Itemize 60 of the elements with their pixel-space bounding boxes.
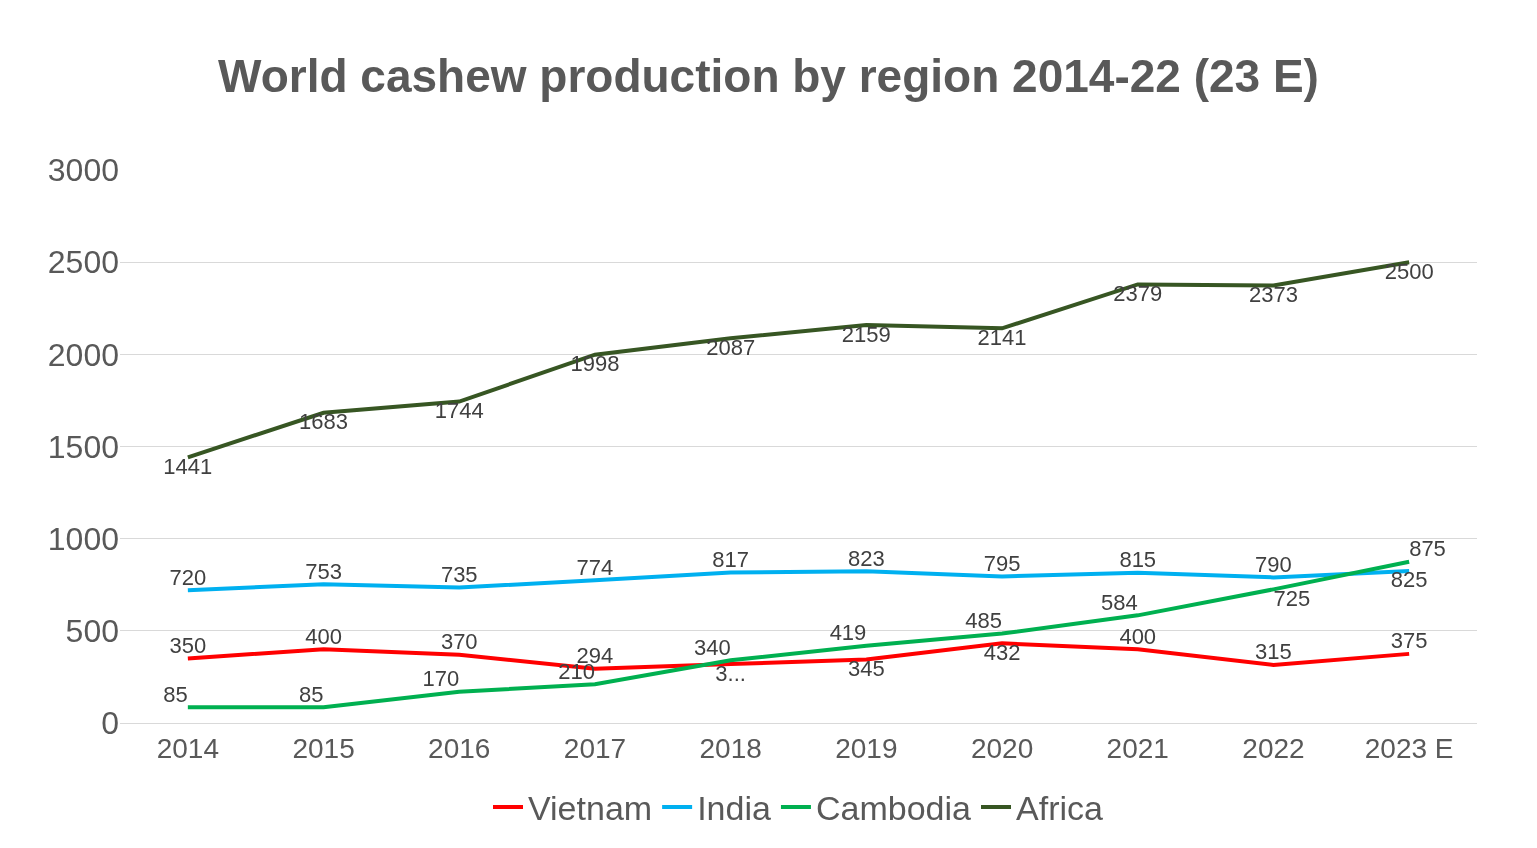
data-label: 825 bbox=[1390, 567, 1428, 593]
data-label: 1441 bbox=[163, 453, 213, 479]
data-label: 774 bbox=[576, 554, 614, 580]
y-tick-label: 1000 bbox=[47, 520, 119, 557]
data-label: 315 bbox=[1255, 639, 1292, 665]
data-label: 2500 bbox=[1384, 258, 1434, 284]
x-tick-label: 2019 bbox=[835, 732, 898, 764]
legend-label: Africa bbox=[1016, 789, 1104, 828]
data-label: 432 bbox=[983, 639, 1021, 665]
data-label: 2379 bbox=[1113, 280, 1163, 306]
data-label: 340 bbox=[693, 634, 731, 660]
data-label: 2087 bbox=[706, 334, 756, 360]
x-tick-label: 2021 bbox=[1106, 732, 1169, 764]
y-tick-label: 3000 bbox=[47, 152, 119, 189]
data-label: 2141 bbox=[977, 324, 1027, 350]
data-label: 817 bbox=[712, 546, 750, 572]
legend-label: Vietnam bbox=[528, 789, 653, 828]
x-tick-label: 2020 bbox=[970, 732, 1034, 764]
data-label: 1683 bbox=[299, 409, 349, 435]
x-tick-label: 2023 E bbox=[1364, 732, 1454, 764]
data-label: 419 bbox=[829, 620, 867, 646]
chart-title: World cashew production by region 2014-22 (23 E) bbox=[218, 49, 1319, 102]
data-label: 2159 bbox=[841, 321, 891, 347]
data-label: 400 bbox=[305, 623, 342, 649]
data-label: 85 bbox=[299, 681, 324, 707]
data-label: 375 bbox=[1390, 628, 1428, 654]
data-label: 720 bbox=[169, 564, 207, 590]
x-tick-label: 2018 bbox=[699, 732, 762, 764]
x-tick-label: 2022 bbox=[1242, 732, 1305, 764]
data-label: 1998 bbox=[570, 351, 620, 377]
data-label: 815 bbox=[1119, 547, 1157, 573]
x-tick-label: 2017 bbox=[563, 732, 627, 764]
data-label: 753 bbox=[305, 558, 342, 584]
data-label: 584 bbox=[1101, 589, 1138, 615]
x-tick-label: 2014 bbox=[156, 732, 219, 764]
data-label: 823 bbox=[847, 545, 885, 571]
data-label: 875 bbox=[1409, 536, 1446, 562]
y-tick-label: 500 bbox=[65, 613, 119, 650]
x-tick-label: 2016 bbox=[428, 732, 491, 764]
legend-label: India bbox=[697, 789, 771, 828]
data-label: 400 bbox=[1119, 623, 1157, 649]
data-label: 350 bbox=[169, 632, 207, 658]
data-label: 790 bbox=[1255, 551, 1292, 577]
data-label: 85 bbox=[163, 681, 188, 707]
data-label: 170 bbox=[422, 666, 460, 692]
data-label: 370 bbox=[440, 629, 478, 655]
data-label: 735 bbox=[440, 562, 478, 588]
legend-label: Cambodia bbox=[815, 789, 972, 828]
data-label: 795 bbox=[983, 550, 1021, 576]
y-tick-label: 2500 bbox=[47, 244, 119, 281]
x-tick-label: 2015 bbox=[292, 732, 355, 764]
y-tick-label: 0 bbox=[101, 705, 119, 742]
data-label: 2373 bbox=[1248, 282, 1298, 308]
data-label: 485 bbox=[965, 608, 1003, 634]
y-tick-label: 2000 bbox=[47, 336, 119, 373]
data-label: 345 bbox=[847, 655, 885, 681]
y-tick-label: 1500 bbox=[47, 428, 119, 465]
data-label: 3... bbox=[715, 660, 746, 686]
data-label: 1744 bbox=[434, 398, 484, 424]
data-label: 725 bbox=[1273, 585, 1311, 611]
